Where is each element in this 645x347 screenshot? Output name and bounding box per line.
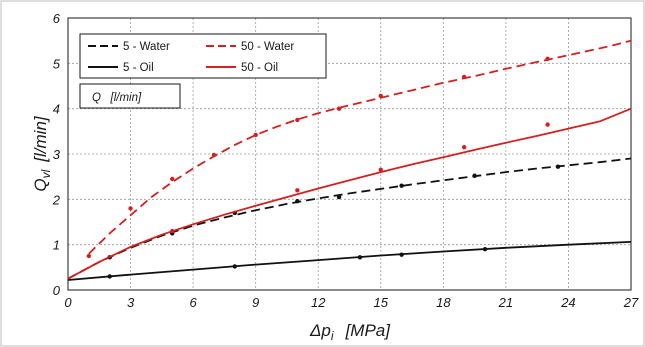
data-point-5-oil-4 xyxy=(482,247,488,252)
legend-label-50-water: 50 - Water xyxy=(241,41,294,53)
y-tick-label-0: 0 xyxy=(53,283,61,298)
plot-area xyxy=(67,17,632,291)
x-axis-title-main: Δp xyxy=(309,321,331,340)
data-point-50-water-0 xyxy=(86,253,92,259)
data-point-50-water-7 xyxy=(378,93,383,99)
data-point-50-oil-4 xyxy=(545,122,550,127)
data-point-5-oil-0 xyxy=(107,274,112,279)
x-tick-label-9: 27 xyxy=(623,295,639,310)
x-tick-label-0: 0 xyxy=(64,295,72,310)
x-tick-label-1: 3 xyxy=(127,295,135,310)
data-point-50-water-8 xyxy=(461,74,467,80)
y-tick-label-2: 2 xyxy=(52,192,61,207)
data-point-50-oil-1 xyxy=(295,188,300,193)
data-point-50-oil-3 xyxy=(461,145,467,150)
x-tick-label-8: 24 xyxy=(560,295,575,310)
y-tick-label-6: 6 xyxy=(53,11,61,26)
series-line-5-oil xyxy=(67,241,632,281)
data-point-5-water-7 xyxy=(555,164,561,169)
data-point-5-oil-2 xyxy=(357,255,363,260)
x-tick-label-2: 6 xyxy=(189,295,197,310)
legend-box xyxy=(79,33,327,79)
y-axis-title: Qvl [l/min] xyxy=(31,115,53,192)
x-tick-label-5: 15 xyxy=(374,295,389,310)
y-axis-title-main: Q xyxy=(31,178,50,191)
x-axis-title: Δpi [MPa] xyxy=(309,321,391,343)
data-point-5-oil-3 xyxy=(399,252,404,257)
data-point-5-water-3 xyxy=(295,198,300,204)
y-tick-label-4: 4 xyxy=(53,102,60,117)
series-line-50-water xyxy=(88,39,632,255)
series-line-50-oil xyxy=(67,107,632,280)
data-point-50-water-5 xyxy=(295,117,300,123)
x-axis-title-sub: i xyxy=(331,329,334,343)
legend-label-5-oil: 5 - Oil xyxy=(123,62,154,74)
y-tick-label-1: 1 xyxy=(53,238,60,253)
y-tick-label-3: 3 xyxy=(53,147,61,162)
data-point-5-water-5 xyxy=(399,183,404,188)
x-tick-label-3: 9 xyxy=(252,295,259,310)
y-axis-title-sub: vl xyxy=(39,169,53,178)
x-axis-title-unit: [MPa] xyxy=(345,321,392,340)
x-tick-label-6: 18 xyxy=(436,295,451,310)
legend-label-50-oil: 50 - Oil xyxy=(241,62,278,74)
data-point-50-water-1 xyxy=(128,206,133,211)
data-point-50-water-2 xyxy=(170,176,175,182)
legend-label-5-water: 5 - Water xyxy=(123,41,170,53)
y-tick-label-5: 5 xyxy=(53,56,61,71)
data-point-50-water-4 xyxy=(253,132,258,138)
x-tick-label-7: 21 xyxy=(498,295,513,310)
data-point-5-oil-1 xyxy=(232,264,238,269)
y-axis-title-unit: [l/min] xyxy=(31,115,50,163)
series-layer xyxy=(67,39,632,281)
data-point-5-water-4 xyxy=(336,194,342,200)
data-point-50-oil-2 xyxy=(378,167,383,173)
annotation-label: Q [l/min] xyxy=(92,92,142,104)
x-tick-label-4: 12 xyxy=(311,295,326,310)
data-point-5-water-6 xyxy=(472,173,477,178)
data-point-50-water-9 xyxy=(545,56,550,61)
data-point-50-oil-0 xyxy=(170,228,175,234)
annotation-box xyxy=(79,83,181,109)
data-point-50-water-6 xyxy=(336,106,342,111)
data-point-50-water-3 xyxy=(211,152,217,158)
legend: 5 - Water 50 - Water 5 - Oil 50 - Oil xyxy=(79,33,327,79)
annotation: Q [l/min] xyxy=(79,83,181,109)
